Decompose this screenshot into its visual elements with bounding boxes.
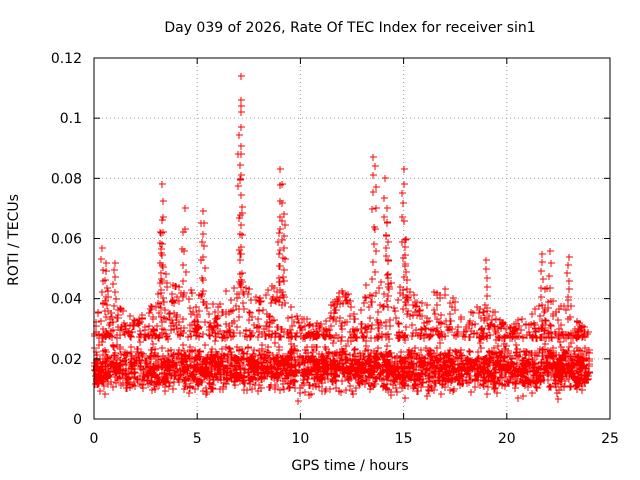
chart-title: Day 039 of 2026, Rate Of TEC Index for r… xyxy=(164,20,535,36)
x-tick-label: 0 xyxy=(90,431,99,447)
x-axis-label: GPS time / hours xyxy=(291,458,408,474)
data-markers xyxy=(91,73,593,405)
roti-data-points xyxy=(91,73,593,405)
y-tick-label: 0.04 xyxy=(51,292,82,308)
x-tick-label: 20 xyxy=(498,431,516,447)
y-tick-label: 0.02 xyxy=(51,352,82,368)
axis-ticks xyxy=(93,57,611,420)
y-axis-tick-labels: 0 0.02 0.04 0.06 0.08 0.1 0.12 xyxy=(51,51,82,428)
y-tick-label: 0.12 xyxy=(51,51,82,67)
y-axis-label: ROTI / TECUs xyxy=(6,194,22,286)
y-tick-label: 0.1 xyxy=(60,111,82,127)
x-tick-label: 25 xyxy=(601,431,619,447)
x-tick-label: 10 xyxy=(291,431,309,447)
x-tick-label: 5 xyxy=(193,431,202,447)
x-tick-label: 15 xyxy=(395,431,413,447)
y-tick-label: 0.06 xyxy=(51,232,82,248)
y-tick-label: 0.08 xyxy=(51,171,82,187)
y-tick-label: 0 xyxy=(73,412,82,428)
x-axis-tick-labels: 0 5 10 15 20 25 xyxy=(90,431,619,447)
